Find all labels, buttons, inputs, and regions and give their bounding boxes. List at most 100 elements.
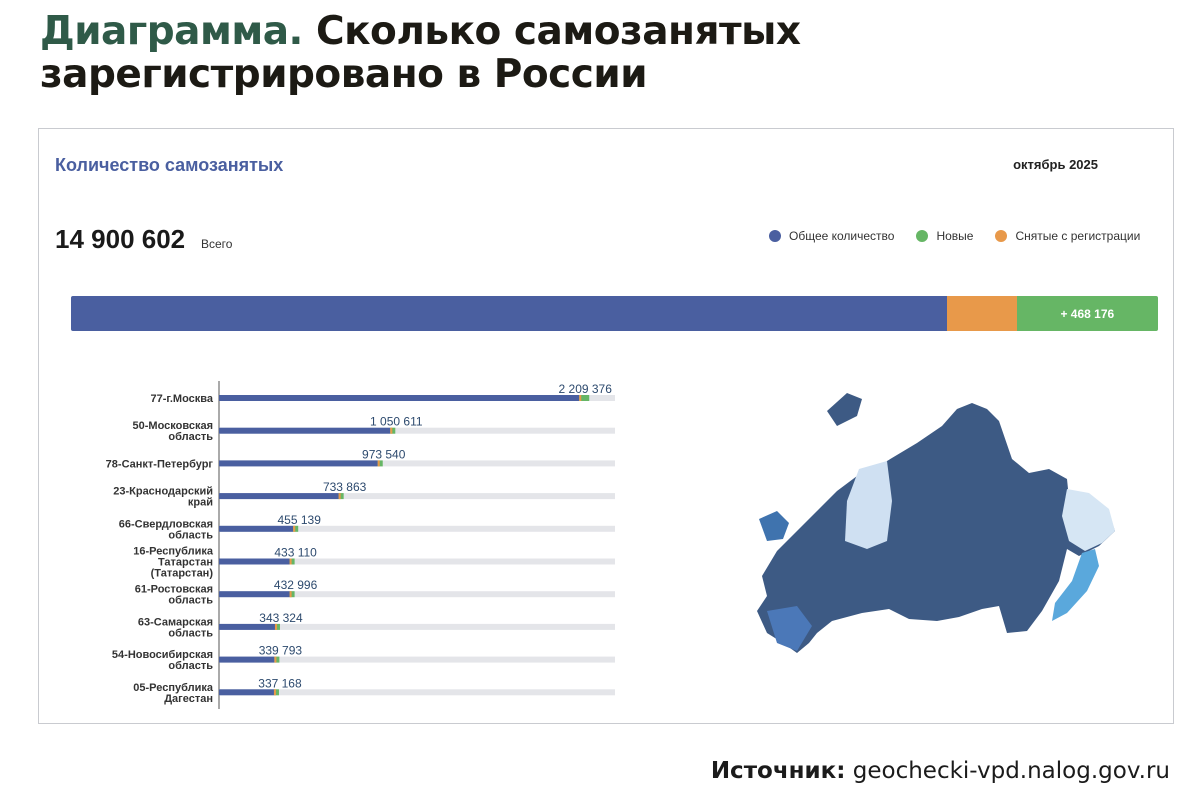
- bar-total[interactable]: [219, 525, 294, 532]
- category-label: 61-Ростовская: [135, 584, 213, 596]
- region-bar-chart: 2 209 376 77-г.Москва 1 050 611 50-Московск…: [106, 381, 615, 709]
- russia-map[interactable]: [737, 381, 1137, 661]
- bar-removed: [274, 623, 277, 630]
- bar-new: [273, 689, 279, 696]
- bar-value-label: 1 050 611: [370, 415, 423, 429]
- bar-value-label: 973 540: [362, 447, 406, 461]
- bar-value-label: 733 863: [323, 480, 367, 494]
- removed-bar-segment[interactable]: [947, 296, 1017, 331]
- new-bar-segment[interactable]: + 468 176: [1016, 296, 1158, 331]
- category-label: 66-Свердловская: [119, 518, 213, 530]
- legend-item-new[interactable]: Новые: [916, 229, 973, 243]
- bar-value-label: 343 324: [259, 611, 303, 625]
- map-region-south[interactable]: [767, 606, 812, 651]
- bar-track: [219, 525, 615, 532]
- bar-value-label: 339 793: [259, 644, 303, 658]
- legend: Общее количество Новые Снятые с регистра…: [769, 229, 1140, 243]
- bar-removed: [390, 427, 393, 434]
- map-region-kola[interactable]: [759, 511, 789, 541]
- bar-value-label: 432 996: [274, 578, 318, 592]
- headline-prefix: Диаграмма.: [40, 9, 303, 54]
- legend-dot-total: [769, 230, 781, 242]
- category-label: Татарстан: [158, 557, 213, 569]
- bar-removed: [579, 395, 582, 401]
- bar-removed: [293, 525, 296, 532]
- category-label: 77-г.Москва: [150, 393, 213, 405]
- category-label: область: [168, 627, 213, 639]
- category-label: 23-Краснодарский: [113, 486, 213, 498]
- bar-total[interactable]: [219, 656, 275, 663]
- bar-removed: [377, 460, 380, 467]
- bar-new: [289, 558, 295, 565]
- total-bar-segment[interactable]: [71, 296, 948, 331]
- total-label: Всего: [201, 237, 233, 251]
- category-label: (Татарстан): [151, 568, 214, 580]
- legend-dot-removed: [995, 230, 1008, 242]
- category-label: 05-Республика: [133, 682, 214, 694]
- category-label: Дагестан: [164, 693, 213, 705]
- bar-total[interactable]: [219, 427, 391, 434]
- total-stacked-bar[interactable]: + 468 176: [71, 296, 1158, 331]
- category-label: область: [168, 529, 213, 541]
- bar-total[interactable]: [219, 558, 290, 565]
- bar-total[interactable]: [219, 395, 580, 401]
- bar-new: [579, 395, 590, 401]
- bar-removed: [274, 656, 277, 663]
- new-count-label: + 468 176: [1060, 306, 1115, 321]
- bar-new: [274, 623, 280, 630]
- bar-new: [293, 525, 299, 532]
- category-label: 78-Санкт-Петербург: [106, 458, 214, 470]
- legend-label-total: Общее количество: [789, 229, 895, 243]
- source-url[interactable]: geochecki-vpd.nalog.gov.ru: [852, 758, 1170, 784]
- map-region-novaya-zemlya[interactable]: [827, 393, 862, 426]
- bar-new: [338, 493, 344, 500]
- category-label: 54-Новосибирская: [112, 649, 213, 661]
- bar-track: [219, 460, 615, 467]
- bar-new: [377, 460, 383, 467]
- bar-total[interactable]: [219, 689, 274, 696]
- bar-value-label: 337 168: [258, 676, 302, 690]
- page-headline: Диаграмма. Сколько самозанятых зарегистр…: [40, 10, 1160, 96]
- bar-total[interactable]: [219, 460, 378, 467]
- bar-value-label: 2 209 376: [559, 382, 613, 396]
- bar-new: [274, 656, 280, 663]
- bar-new: [289, 591, 295, 598]
- category-label: 50-Московская: [133, 420, 213, 432]
- bar-track: [219, 656, 615, 663]
- category-label: 16-Республика: [133, 546, 214, 558]
- bar-removed: [273, 689, 276, 696]
- map-region-arkhangelsk[interactable]: [845, 461, 892, 549]
- category-label: область: [168, 595, 213, 607]
- bar-track: [219, 493, 615, 500]
- bar-value-label: 455 139: [278, 513, 322, 527]
- source-label: Источник:: [710, 758, 846, 784]
- bar-total[interactable]: [219, 591, 290, 598]
- map-region-main[interactable]: [757, 403, 1115, 653]
- legend-label-removed: Снятые с регистрации: [1015, 229, 1141, 243]
- category-label: 63-Самарская: [138, 616, 213, 628]
- bar-total[interactable]: [219, 493, 339, 500]
- legend-item-removed[interactable]: Снятые с регистрации: [995, 229, 1140, 243]
- dashboard-panel: Количество самозанятых октябрь 2025 14 9…: [38, 128, 1174, 724]
- panel-title: Количество самозанятых: [55, 155, 284, 175]
- bar-total[interactable]: [219, 623, 275, 630]
- bar-new: [390, 427, 396, 434]
- map-region-kamchatka[interactable]: [1052, 549, 1099, 621]
- legend-item-total[interactable]: Общее количество: [769, 229, 894, 243]
- legend-dot-new: [916, 230, 929, 242]
- headline-text: Сколько самозанятых зарегистрировано в Р…: [40, 9, 801, 97]
- category-label: область: [168, 431, 213, 443]
- bar-track: [219, 558, 615, 565]
- source-note: Источник: geochecki-vpd.nalog.gov.ru: [711, 758, 1170, 784]
- bar-track: [219, 623, 615, 630]
- category-label: область: [168, 660, 213, 672]
- bar-track: [219, 427, 615, 434]
- period-label: октябрь 2025: [1013, 157, 1098, 172]
- bar-removed: [289, 591, 292, 598]
- bar-removed: [338, 493, 341, 500]
- map-region-chukotka[interactable]: [1062, 489, 1115, 551]
- legend-label-new: Новые: [936, 229, 974, 243]
- total-count: 14 900 602: [55, 224, 186, 254]
- bar-track: [219, 689, 615, 696]
- bar-value-label: 433 110: [274, 546, 317, 560]
